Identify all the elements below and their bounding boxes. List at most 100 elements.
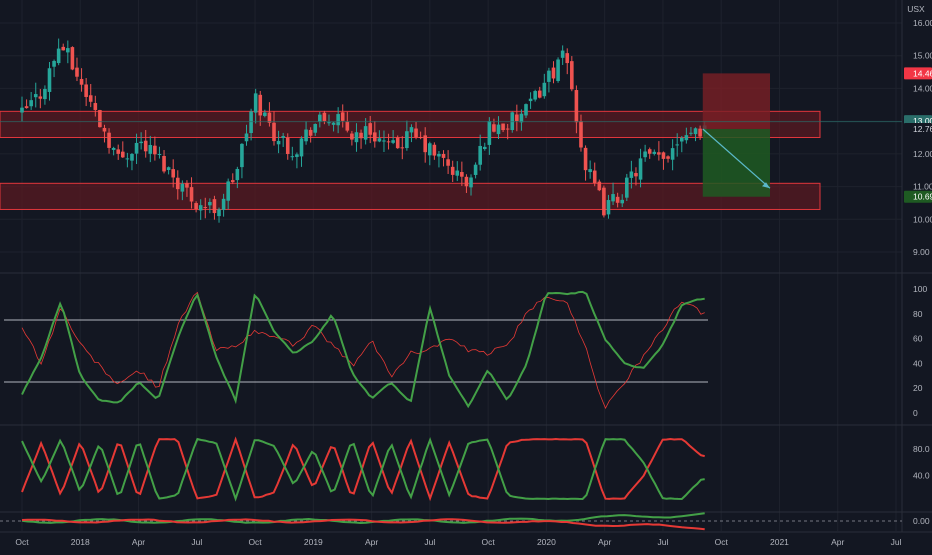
candle-body <box>194 203 198 210</box>
candle-body <box>638 158 643 180</box>
oscillator3-green-line <box>21 512 705 525</box>
candle-body <box>698 128 702 137</box>
candle-body <box>629 171 634 178</box>
time-tick-label: Jul <box>424 537 435 547</box>
candle-body <box>134 142 139 154</box>
candle-body <box>373 132 377 142</box>
time-tick-label: Oct <box>482 537 496 547</box>
candle-body <box>377 138 382 142</box>
candle-body <box>547 70 551 82</box>
candle-body <box>505 128 510 130</box>
candle-body <box>625 177 629 198</box>
oscillator1-tick-label: 80 <box>913 309 923 319</box>
candle-body <box>221 198 226 210</box>
candle-body <box>487 121 492 145</box>
candle-body <box>52 60 56 67</box>
candle-body <box>66 48 70 53</box>
candle-body <box>56 48 61 64</box>
candle-body <box>308 129 313 136</box>
candle-body <box>84 84 88 97</box>
price-tick-label: 11.00 <box>913 182 932 192</box>
candle-body <box>43 88 47 100</box>
price-tick-label: 15.00 <box>913 51 932 61</box>
candle-body <box>382 140 386 142</box>
candle-body <box>318 114 322 122</box>
candle-body <box>437 153 441 157</box>
candle-body <box>230 180 235 183</box>
price-label-text: 14.46 <box>913 68 932 78</box>
candle-body <box>611 194 615 202</box>
candle-body <box>414 128 418 138</box>
price-tick-label: 10.00 <box>913 214 932 224</box>
candle-body <box>88 95 93 102</box>
candle-body <box>139 141 143 144</box>
candle-body <box>496 124 501 135</box>
candle-body <box>75 67 79 77</box>
oscillator2-red-line <box>21 436 705 502</box>
position-stop-area <box>702 73 770 129</box>
candle-body <box>125 158 130 160</box>
candle-body <box>450 166 455 175</box>
candle-body <box>652 151 657 154</box>
oscillator2-green-line <box>21 436 705 502</box>
candle-body <box>464 176 469 187</box>
oscillator1-green-line <box>21 290 705 409</box>
candle-body <box>272 122 276 142</box>
projection-arrow <box>702 128 771 189</box>
candle-body <box>565 53 570 64</box>
candle-body <box>395 137 400 149</box>
candles-group <box>20 38 707 223</box>
candle-body <box>537 90 542 98</box>
oscillator1-red-line <box>21 291 705 410</box>
candle-body <box>340 112 345 121</box>
price-label-badge <box>904 190 932 203</box>
price-label-text: 10.69 <box>913 192 932 202</box>
candle-body <box>107 132 111 148</box>
candle-body <box>171 169 176 178</box>
candle-body <box>588 169 592 173</box>
candle-body <box>33 94 38 98</box>
time-tick-label: Oct <box>15 537 29 547</box>
candle-body <box>313 124 318 133</box>
candle-body <box>556 59 560 82</box>
candle-body <box>427 143 432 156</box>
candle-body <box>208 201 212 206</box>
candle-body <box>258 94 263 116</box>
candle-body <box>235 168 240 181</box>
candle-body <box>102 127 107 132</box>
oscillator2-tick-label: 40.0 <box>913 471 930 481</box>
candle-body <box>560 50 565 58</box>
candle-body <box>542 82 547 97</box>
candle-body <box>469 177 473 188</box>
candle-body <box>240 143 244 168</box>
candle-body <box>597 181 602 191</box>
candle-body <box>148 145 153 154</box>
candle-body <box>157 153 162 155</box>
candle-body <box>478 145 482 165</box>
time-tick-label: 2021 <box>770 537 789 547</box>
candle-body <box>482 146 487 150</box>
candle-body <box>299 138 304 157</box>
price-tick-label: 9.00 <box>913 247 930 257</box>
candle-body <box>354 132 359 143</box>
resistance-support-zone <box>0 182 821 210</box>
price-tick-label: 12.00 <box>913 149 932 159</box>
candle-body <box>386 141 391 143</box>
candle-body <box>350 133 354 140</box>
candle-body <box>400 147 405 149</box>
candle-body <box>79 78 84 85</box>
candle-body <box>519 113 524 123</box>
candle-body <box>405 131 409 149</box>
candle-body <box>29 100 33 107</box>
candle-body <box>38 96 43 99</box>
candle-body <box>620 199 625 204</box>
candle-body <box>528 98 533 102</box>
candle-body <box>185 183 189 188</box>
currency-label: USX <box>907 4 925 14</box>
candle-body <box>198 205 203 211</box>
candle-body <box>455 170 460 176</box>
candle-body <box>684 135 689 141</box>
candle-body <box>217 209 221 217</box>
